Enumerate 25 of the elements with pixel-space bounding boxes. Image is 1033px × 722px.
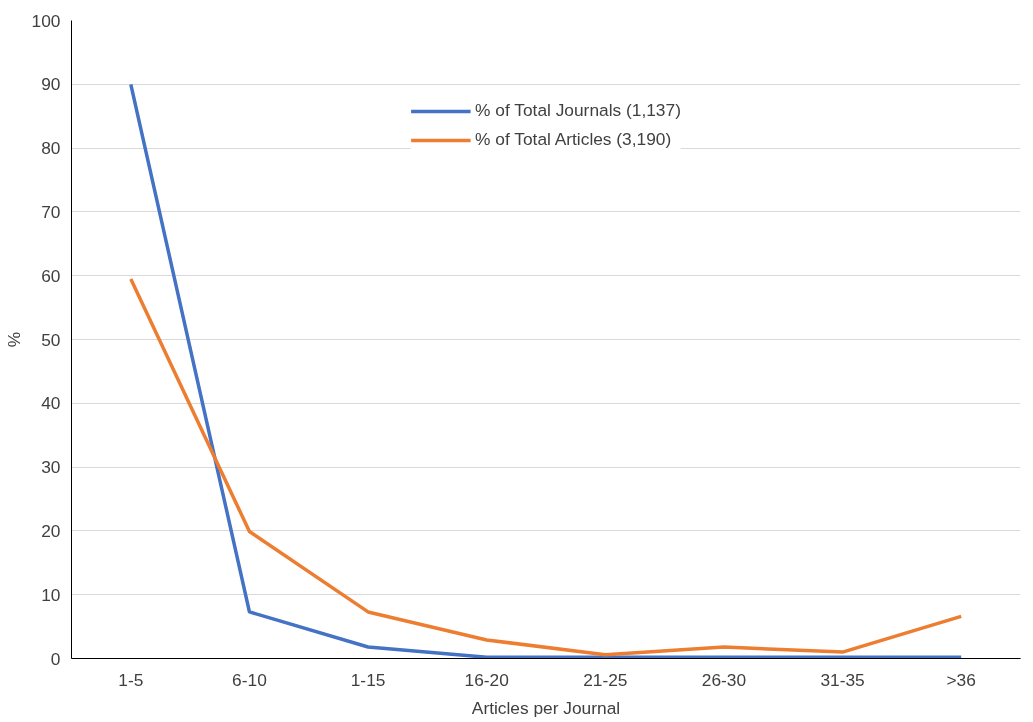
line-series xyxy=(129,277,963,657)
legend-label: % of Total Articles (3,190) xyxy=(475,129,672,150)
x-tick-label: 1-15 xyxy=(350,669,386,690)
x-tick-label: >36 xyxy=(946,669,976,690)
x-tick-label: 26-30 xyxy=(701,669,747,690)
y-tick-label: 50 xyxy=(41,329,61,350)
y-tick-label: 80 xyxy=(41,138,61,159)
legend-label: % of Total Journals (1,137) xyxy=(475,100,681,121)
y-tick-label: 40 xyxy=(41,393,61,414)
y-tick-label: 10 xyxy=(41,584,61,605)
x-tick-label: 31-35 xyxy=(820,669,865,690)
y-tick-label: 100 xyxy=(31,10,61,31)
y-tick-label: 0 xyxy=(50,648,61,669)
y-axis-title: % xyxy=(3,331,24,348)
x-tick-label: 21-25 xyxy=(583,669,628,690)
y-tick-label: 60 xyxy=(41,265,61,286)
x-tick-label: 6-10 xyxy=(232,669,267,690)
y-tick-label: 20 xyxy=(41,520,61,541)
y-tick-label: 90 xyxy=(41,74,61,95)
x-axis-title: Articles per Journal xyxy=(471,697,621,718)
x-tick-label: 16-20 xyxy=(464,669,509,690)
y-tick-label: 70 xyxy=(41,201,61,222)
line-series xyxy=(129,82,963,659)
y-tick-label: 30 xyxy=(41,457,61,478)
x-tick-label: 1-5 xyxy=(118,669,144,690)
